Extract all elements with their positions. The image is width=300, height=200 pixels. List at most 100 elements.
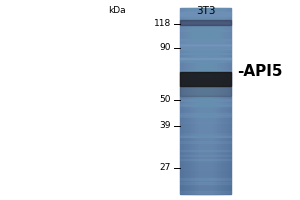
Bar xyxy=(180,125,231,127)
Bar xyxy=(180,136,231,137)
Bar xyxy=(180,79,231,81)
Bar xyxy=(180,68,231,69)
Bar xyxy=(180,27,231,28)
Bar xyxy=(180,108,231,110)
Bar xyxy=(180,75,231,77)
Bar xyxy=(188,8,223,194)
Bar xyxy=(184,8,227,194)
Bar xyxy=(180,175,231,177)
Bar xyxy=(180,99,231,101)
Bar xyxy=(180,70,231,72)
Bar xyxy=(180,40,231,41)
Bar xyxy=(180,129,231,131)
Bar xyxy=(180,32,231,34)
Text: -API5: -API5 xyxy=(237,64,283,79)
Bar xyxy=(180,95,231,97)
Bar xyxy=(180,8,231,10)
Bar xyxy=(180,181,231,183)
Bar xyxy=(180,39,231,40)
Bar xyxy=(180,183,231,185)
Bar xyxy=(180,81,231,82)
Bar xyxy=(180,149,231,151)
Bar xyxy=(180,66,231,68)
Bar xyxy=(180,60,231,62)
Bar xyxy=(180,36,231,38)
Bar xyxy=(192,8,219,194)
Bar xyxy=(180,44,231,46)
Bar xyxy=(180,17,231,19)
Bar xyxy=(180,105,231,106)
Bar xyxy=(180,90,231,92)
Bar xyxy=(180,138,231,140)
Bar xyxy=(180,192,231,194)
Bar xyxy=(180,43,231,45)
Bar xyxy=(180,84,231,86)
Bar xyxy=(180,157,231,159)
Bar xyxy=(190,8,221,194)
Bar xyxy=(180,190,231,192)
Bar xyxy=(185,8,226,194)
Bar xyxy=(180,100,231,101)
Bar xyxy=(180,121,231,123)
Bar xyxy=(180,21,231,23)
Bar xyxy=(180,55,231,56)
Bar xyxy=(180,45,231,46)
Bar xyxy=(180,118,231,120)
Bar xyxy=(180,10,231,12)
Bar xyxy=(180,86,231,88)
Bar xyxy=(180,99,231,101)
Bar xyxy=(180,135,231,137)
Bar xyxy=(180,23,231,25)
Bar xyxy=(180,71,231,73)
Bar xyxy=(180,77,231,79)
Bar xyxy=(180,133,231,134)
Bar xyxy=(180,60,231,62)
Bar xyxy=(180,103,231,105)
Bar xyxy=(180,73,231,75)
Bar xyxy=(180,23,231,25)
Text: kDa: kDa xyxy=(108,6,126,15)
Bar xyxy=(180,58,231,59)
Bar xyxy=(180,155,231,157)
Bar xyxy=(180,172,231,174)
Bar xyxy=(180,53,231,54)
Bar xyxy=(180,53,231,54)
Bar xyxy=(180,57,231,59)
Bar xyxy=(180,127,231,129)
Bar xyxy=(180,182,231,184)
Bar xyxy=(182,8,230,194)
Bar xyxy=(180,155,231,156)
Bar xyxy=(180,187,231,188)
Bar xyxy=(180,23,231,25)
Bar xyxy=(180,69,231,71)
Bar xyxy=(180,15,231,17)
Bar xyxy=(195,8,216,194)
Bar xyxy=(180,164,231,166)
Bar xyxy=(180,179,231,181)
Bar xyxy=(180,153,231,155)
Bar xyxy=(180,103,231,105)
Bar xyxy=(194,8,218,194)
Bar xyxy=(187,8,224,194)
Bar xyxy=(180,134,231,136)
Bar xyxy=(199,8,212,194)
Bar xyxy=(180,94,231,95)
Bar xyxy=(180,70,231,71)
Bar xyxy=(180,14,231,15)
Bar xyxy=(180,16,231,17)
Bar xyxy=(191,8,220,194)
Bar xyxy=(180,64,231,66)
Bar xyxy=(180,102,231,104)
Bar xyxy=(180,49,231,51)
Bar xyxy=(180,146,231,148)
Bar xyxy=(180,12,231,15)
Bar xyxy=(180,188,231,190)
Bar xyxy=(180,110,231,112)
Bar xyxy=(180,19,231,21)
Bar xyxy=(180,116,231,118)
Bar xyxy=(180,47,231,49)
Bar xyxy=(180,122,231,123)
Bar xyxy=(180,148,231,149)
Bar xyxy=(180,133,231,134)
Bar xyxy=(180,86,231,96)
